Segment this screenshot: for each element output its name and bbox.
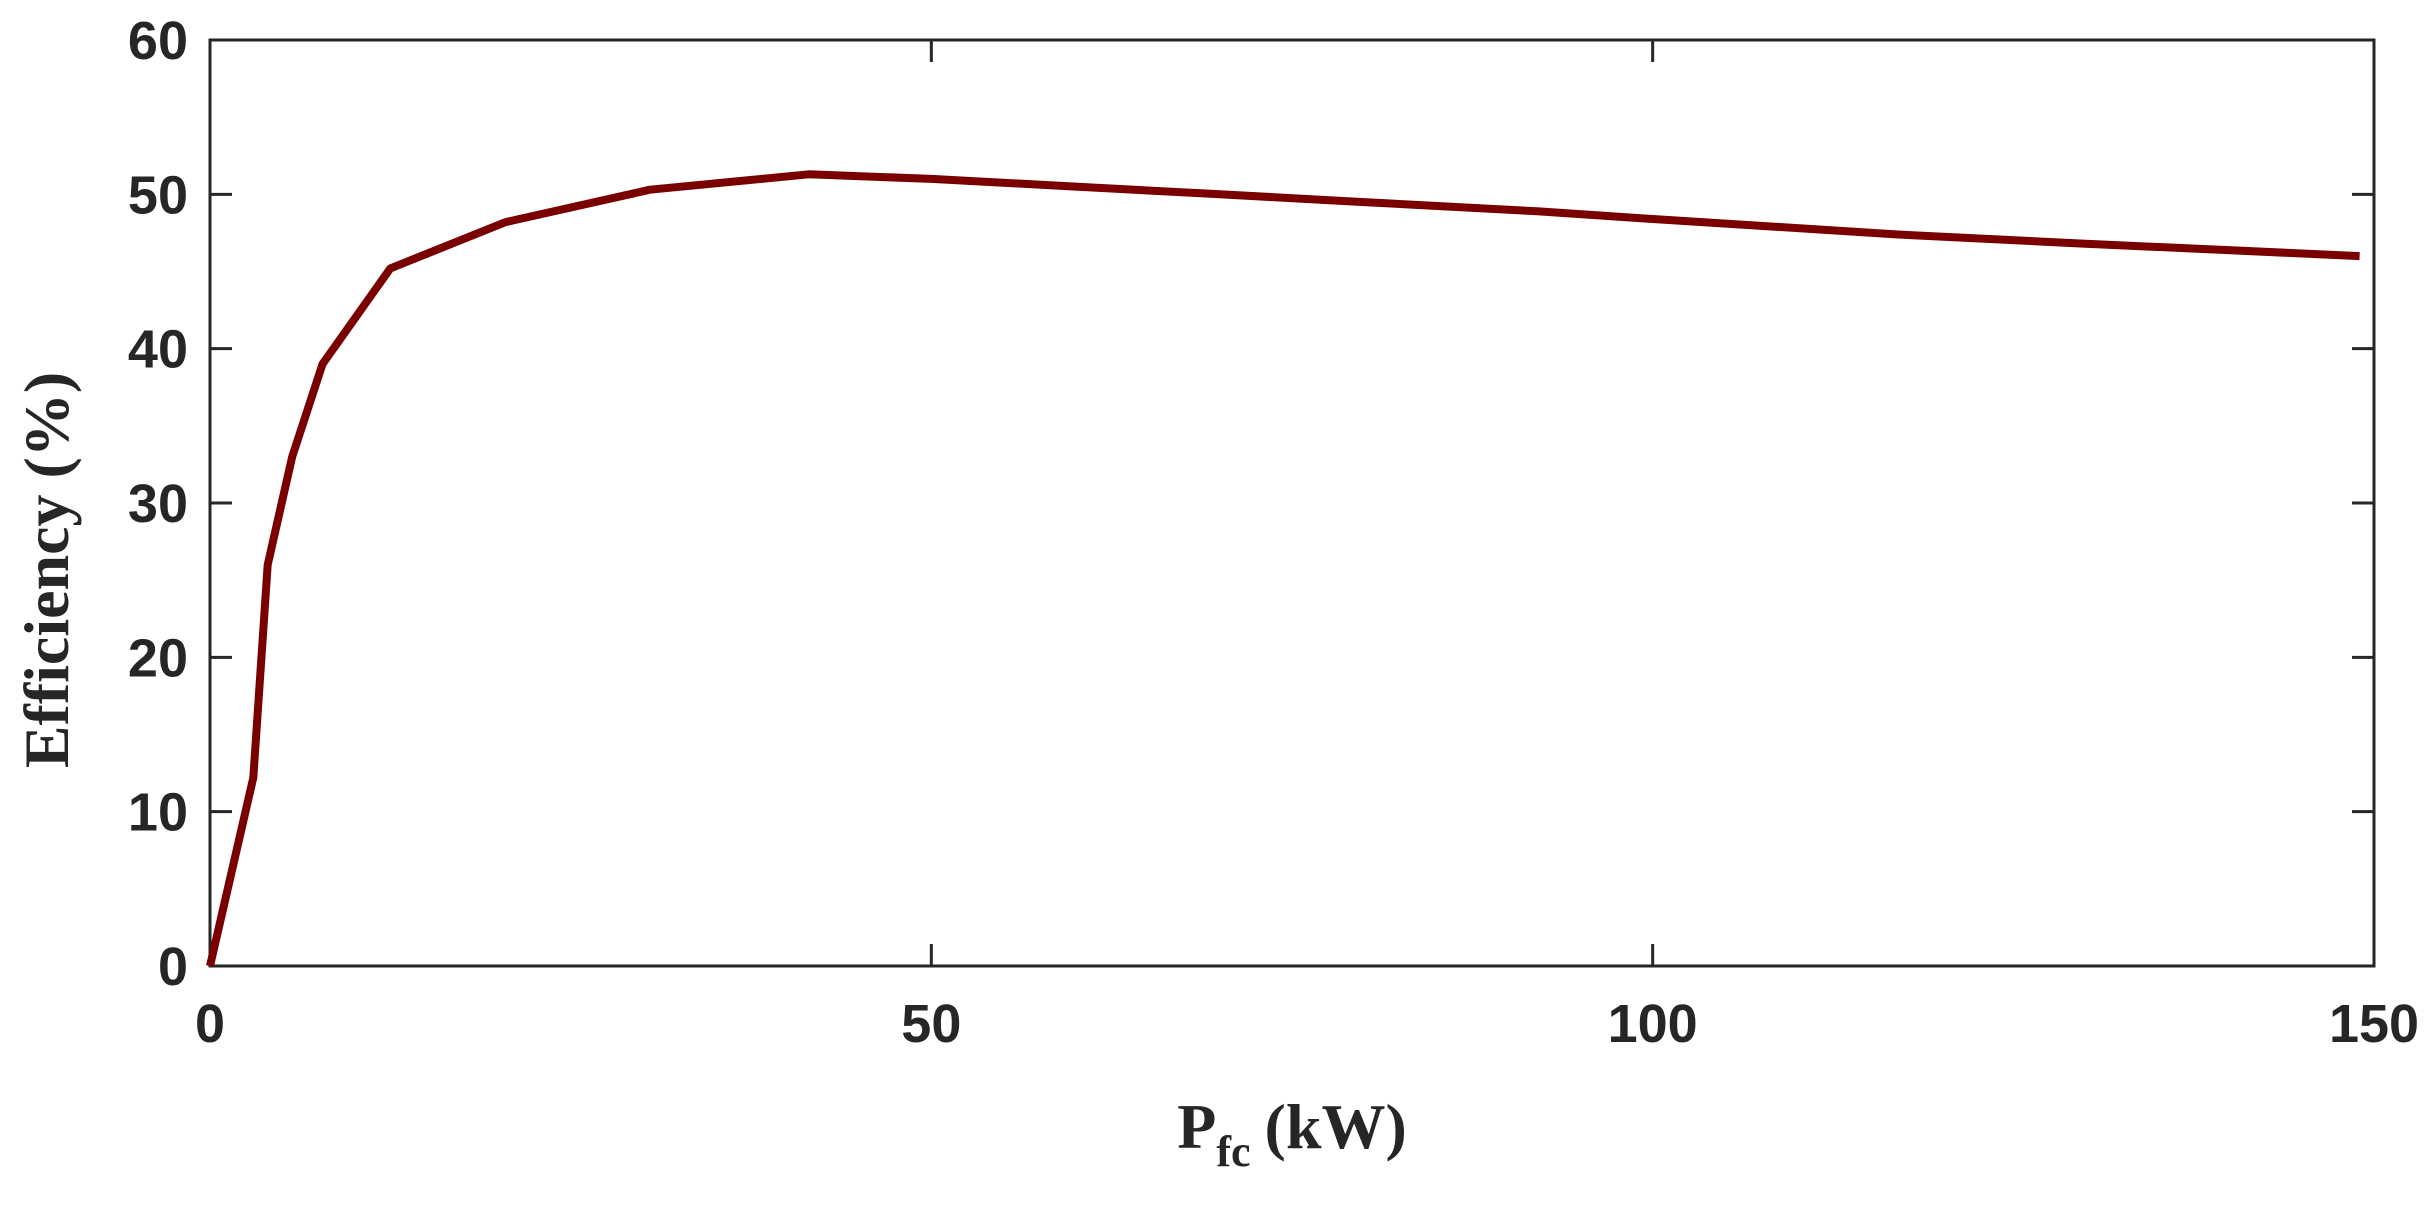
y-tick-label: 30 xyxy=(128,474,188,534)
y-tick-label: 40 xyxy=(128,320,188,380)
x-axis-title-subscript: fc xyxy=(1216,1127,1250,1176)
y-tick-label: 0 xyxy=(158,937,188,997)
series-line xyxy=(206,170,2360,967)
x-axis-ticks: 0 50 100 150 xyxy=(195,40,2419,1054)
x-axis-title-main: P xyxy=(1177,1091,1216,1162)
y-tick-label: 50 xyxy=(128,165,188,225)
x-tick-label: 0 xyxy=(195,994,225,1054)
y-tick-label: 60 xyxy=(128,11,188,71)
y-axis-ticks: 0 10 20 30 40 50 60 xyxy=(128,11,2374,997)
plot-frame xyxy=(208,38,2376,968)
x-axis-title: Pfc (kW) xyxy=(1177,1091,1407,1176)
y-tick-label: 20 xyxy=(128,628,188,688)
x-tick-label: 150 xyxy=(2329,994,2419,1054)
y-tick-label: 10 xyxy=(128,783,188,843)
x-axis-title-unit: (kW) xyxy=(1265,1091,1407,1162)
series-group xyxy=(206,170,2360,967)
x-tick-label: 50 xyxy=(901,994,961,1054)
plot-area: 0 50 100 150 0 10 20 30 40 50 60 xyxy=(128,11,2419,1054)
y-axis-title: Efficiency (%) xyxy=(11,372,82,768)
x-tick-label: 100 xyxy=(1608,994,1698,1054)
